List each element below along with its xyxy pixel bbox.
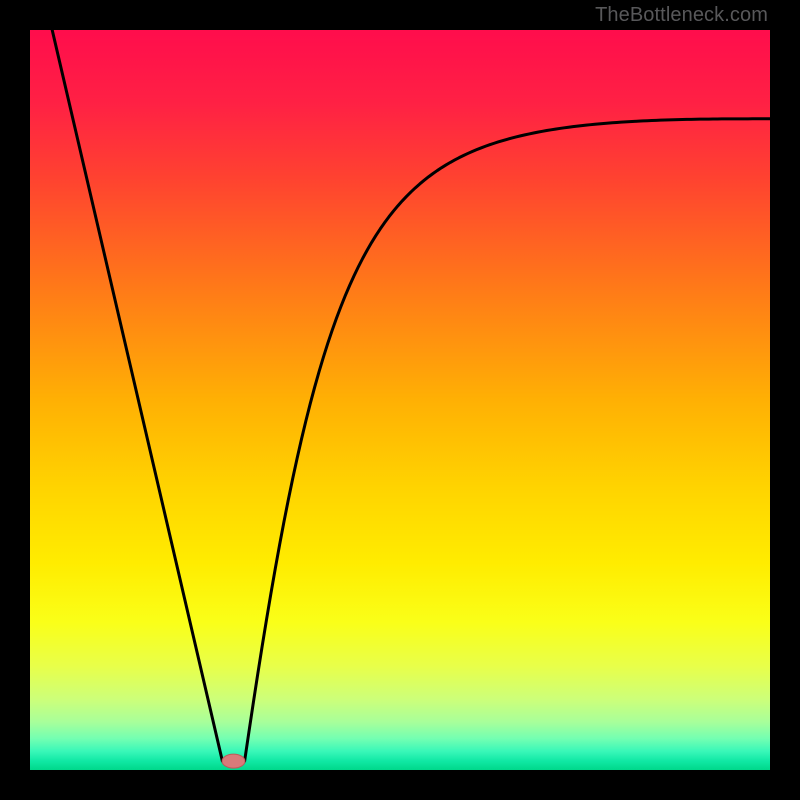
bottleneck-curve	[30, 30, 770, 770]
chart-frame: TheBottleneck.com	[0, 0, 800, 800]
gradient-background	[30, 30, 770, 770]
watermark-label: TheBottleneck.com	[595, 4, 768, 27]
plot-area	[30, 30, 770, 770]
optimum-marker	[222, 754, 245, 768]
